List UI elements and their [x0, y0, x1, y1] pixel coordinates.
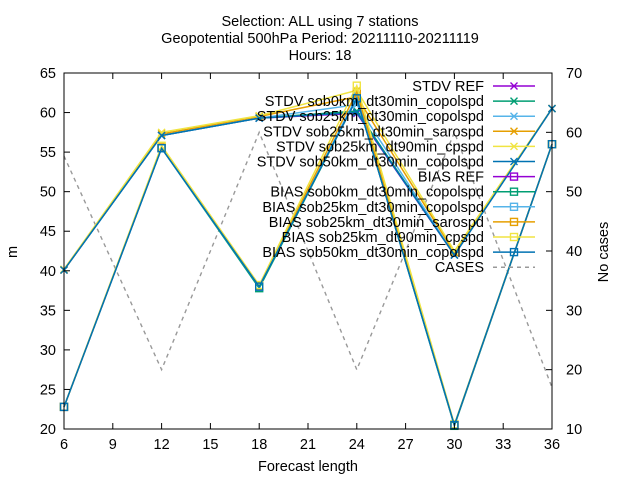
x-tick-label: 6: [60, 437, 68, 453]
y2-tick-label: 70: [566, 66, 582, 82]
legend-marker-stdv-sob25km-dt30min-copolspd: [510, 112, 518, 121]
legend-marker-bias-sob0km-dt30min-copolspd: [509, 187, 519, 196]
y-tick-label: 45: [40, 224, 56, 240]
data-point-bias-sob25km-dt90min-cpspd: [352, 81, 361, 90]
legend-label-bias-sob25km-dt90min-cpspd: BIAS sob25km_dt90min_cpspd: [282, 230, 484, 246]
series-line-stdv-sob25km-dt90min-cpspd: [63, 89, 553, 270]
x-tick-label: 15: [202, 437, 218, 453]
legend-label-stdv-sob25km-dt30min-copolspd: STDV sob25km_dt30min_copolspd: [257, 109, 484, 125]
y-tick-label: 65: [40, 66, 56, 82]
y2-tick-label: 20: [566, 363, 582, 379]
y-tick-label: 20: [40, 422, 56, 438]
legend-label-bias-sob25km-dt30min-copolspd: BIAS sob25km_dt30min_copolspd: [262, 200, 484, 216]
legend-marker-bias-sob25km-dt90min-cpspd: [509, 232, 519, 242]
y2-tick-label: 60: [566, 125, 582, 141]
legend-label-stdv-sob25km-dt90min-cpspd: STDV sob25km_dt90min_cpspd: [276, 139, 484, 155]
legend-marker-stdv-sob25km-dt90min-cpspd: [510, 142, 518, 151]
y2-tick-label: 10: [566, 422, 582, 438]
y2-tick-label: 40: [566, 244, 582, 260]
x-tick-label: 33: [495, 437, 511, 453]
legend-marker-bias-ref: [509, 172, 519, 181]
legend-marker-stdv-sob50km-dt30min-copolspd: [510, 157, 518, 166]
legend-marker-stdv-ref: [510, 82, 518, 90]
x-tick-label: 27: [398, 437, 414, 453]
chart-title-line-3: Hours: 18: [289, 48, 352, 64]
y-tick-label: 40: [40, 264, 56, 280]
series-line-cases: [63, 130, 553, 388]
chart-title-line-2: Geopotential 500hPa Period: 20211110-202…: [161, 31, 479, 47]
x-tick-label: 24: [349, 437, 365, 453]
x-tick-label: 9: [109, 437, 117, 453]
legend-label-stdv-sob0km-dt30min-copolspd: STDV sob0km_dt30min_copolspd: [265, 94, 484, 110]
x-tick-label: 21: [300, 437, 316, 453]
data-point-stdv-sob50km-dt30min-copolspd: [255, 114, 264, 123]
y2-tick-label: 30: [566, 303, 582, 319]
legend-marker-bias-sob50km-dt30min-copolspd: [509, 247, 519, 257]
y2-tick-label: 50: [566, 185, 582, 201]
series-line-stdv-sob50km-dt30min-copolspd: [63, 108, 553, 271]
legend-marker-bias-sob25km-dt30min-sarospd: [509, 217, 519, 227]
y-tick-label: 25: [40, 382, 56, 398]
data-point-bias-sob50km-dt30min-copolspd: [254, 282, 264, 291]
axes: 6 9 12 15 18 21 24 27 30 33 36 20 25 30 35 40 45 50 55 60 65…: [40, 66, 582, 453]
data-point-bias-sob50km-dt30min-copolspd: [157, 143, 166, 153]
legend-label-bias-sob25km-dt30min-sarospd: BIAS sob25km_dt30min_sarospd: [269, 215, 484, 231]
series-line-bias-sob50km-dt30min-copolspd: [63, 96, 553, 428]
x-tick-label: 30: [446, 437, 462, 453]
chart-title-line-1: Selection: ALL using 7 stations: [222, 14, 419, 30]
legend-label-bias-ref: BIAS REF: [418, 170, 484, 186]
legend-label-stdv-sob50km-dt30min-copolspd: STDV sob50km_dt30min_copolspd: [257, 155, 484, 171]
data-point-stdv-sob50km-dt30min-copolspd: [352, 108, 361, 117]
legend-marker-bias-sob25km-dt30min-copolspd: [509, 202, 519, 212]
y-tick-label: 60: [40, 106, 56, 122]
y-tick-label: 35: [40, 303, 56, 319]
x-tick-label: 36: [544, 437, 560, 453]
legend-label-bias-sob0km-dt30min-copolspd: BIAS sob0km_dt30min_copolspd: [270, 185, 484, 201]
plot-area: [59, 81, 557, 431]
y-tick-label: 30: [40, 343, 56, 359]
legend-label-bias-sob50km-dt30min-copolspd: BIAS sob50km_dt30min_copolspd: [262, 245, 484, 261]
x-tick-label: 18: [251, 437, 267, 453]
legend-label-stdv-ref: STDV REF: [412, 79, 484, 95]
data-point-stdv-sob50km-dt30min-copolspd: [450, 250, 459, 259]
legend-marker-stdv-sob25km-dt30min-sarospd: [510, 127, 518, 136]
legend-label-stdv-sob25km-dt30min-sarospd: STDV sob25km_dt30min_sarospd: [263, 124, 484, 140]
y-tick-label: 55: [40, 145, 56, 161]
legend-marker-stdv-sob0km-dt30min-copolspd: [510, 97, 518, 106]
x-tick-label: 12: [154, 437, 170, 453]
y-axis-label: m: [5, 246, 21, 258]
data-point-stdv-sob50km-dt30min-copolspd: [157, 131, 166, 140]
data-point-bias-sob50km-dt30min-copolspd: [352, 94, 361, 103]
y-tick-label: 50: [40, 185, 56, 201]
legend-label-cases: CASES: [435, 260, 484, 276]
x-axis-label: Forecast length: [258, 459, 358, 475]
y2-axis-label: No cases: [596, 222, 612, 282]
